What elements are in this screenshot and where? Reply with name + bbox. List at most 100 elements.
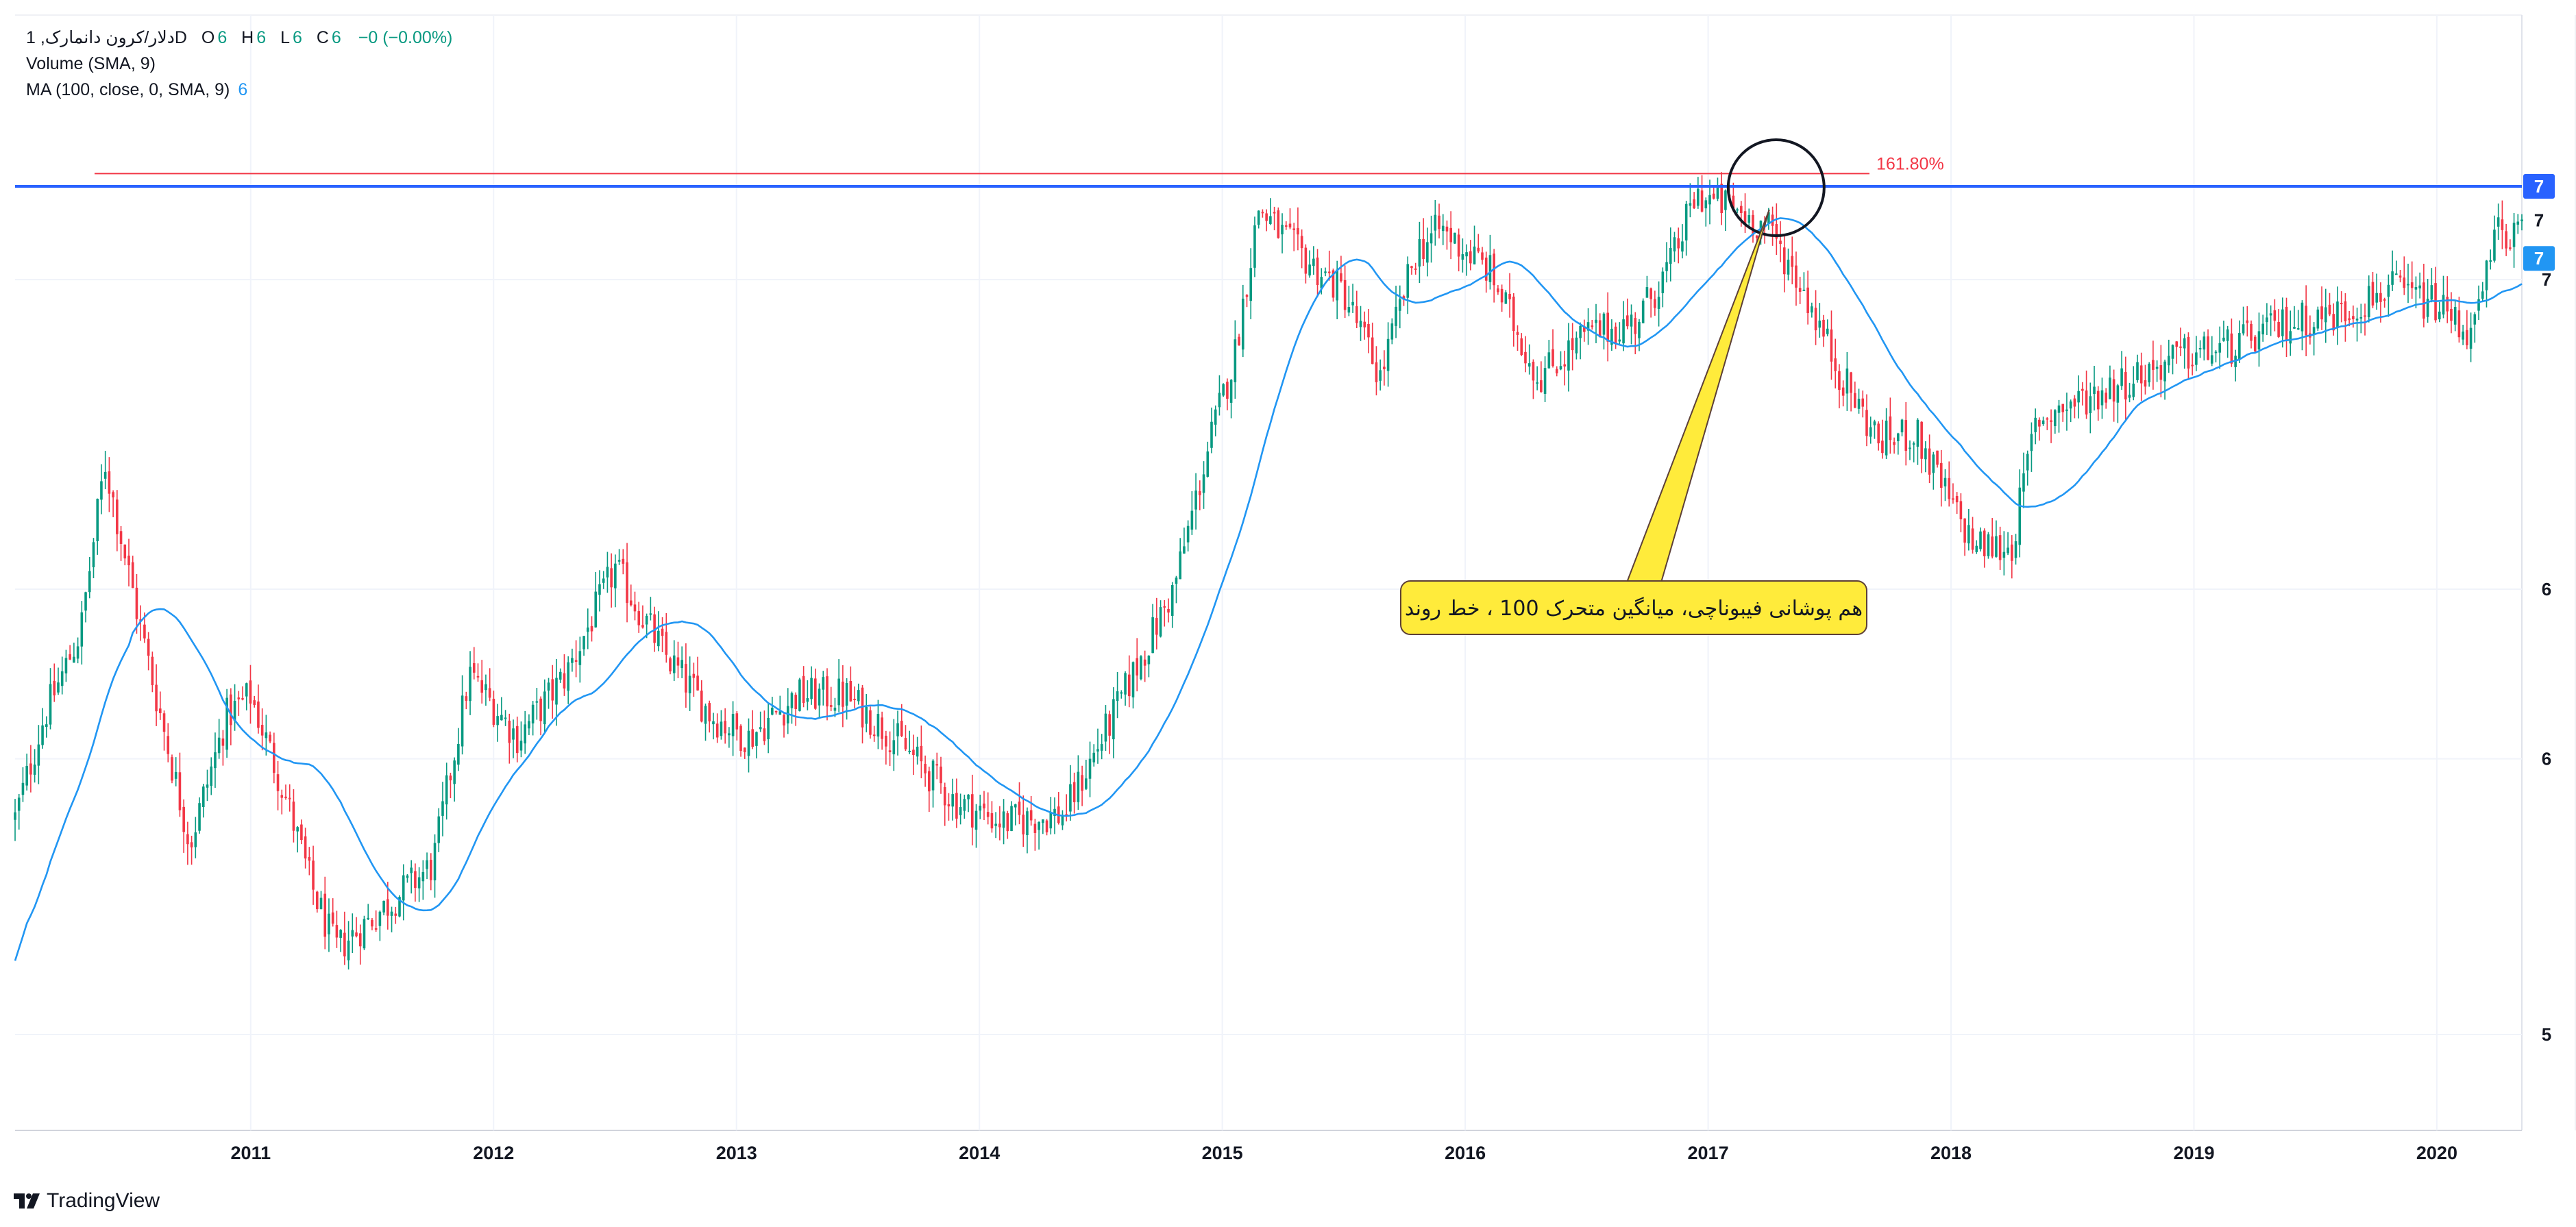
candle-body xyxy=(1932,454,1935,473)
candle-body xyxy=(1131,662,1135,697)
candle-body xyxy=(2093,386,2096,394)
candle-body xyxy=(885,735,887,747)
candle-body xyxy=(421,871,425,882)
candle-body xyxy=(1618,339,1621,342)
candle-body xyxy=(2352,316,2355,320)
candle-body xyxy=(1795,265,1798,288)
candle-body xyxy=(53,680,56,696)
candle-body xyxy=(1269,216,1272,224)
candle-body xyxy=(174,771,177,779)
candle-body xyxy=(430,860,432,880)
candle-body xyxy=(2105,393,2107,403)
candle-body xyxy=(1065,814,1068,816)
candle-body xyxy=(872,734,876,736)
candle-body xyxy=(1943,478,1947,486)
candle-body xyxy=(100,481,103,500)
candle-body xyxy=(108,471,111,494)
candle-body xyxy=(358,933,362,947)
candle-body xyxy=(751,729,755,747)
candle-body xyxy=(661,628,664,636)
candle-body xyxy=(1104,713,1107,742)
candle-body xyxy=(296,827,299,832)
candle-body xyxy=(1830,329,1833,362)
candle-body xyxy=(2112,379,2115,402)
candle-body xyxy=(1889,416,1892,441)
candle-body xyxy=(1457,234,1460,257)
candle-body xyxy=(1351,301,1354,306)
candle-body xyxy=(590,625,593,632)
candle-body xyxy=(1857,399,1861,409)
candle-body xyxy=(2457,310,2461,338)
tradingview-logo[interactable]: TradingView xyxy=(14,1189,160,1213)
candle-body xyxy=(1081,775,1083,791)
candle-body xyxy=(2328,304,2331,314)
candle-body xyxy=(214,752,217,769)
candle-body xyxy=(1740,206,1743,213)
volume-indicator-row[interactable]: Volume (SMA, 9) xyxy=(26,51,462,77)
ma-indicator-row[interactable]: MA (100, close, 0, SMA, 9) 6 xyxy=(26,77,462,103)
candle-body xyxy=(1140,656,1142,680)
close-label: C xyxy=(316,28,329,47)
candle-body xyxy=(519,741,523,751)
candle-body xyxy=(865,706,868,724)
candle-body xyxy=(1811,306,1813,313)
candle-body xyxy=(2246,320,2249,323)
candle-body xyxy=(826,676,829,707)
candle-body xyxy=(759,727,762,730)
symbol-name[interactable]: دلار/کرون دانمارک, 1D xyxy=(26,28,187,47)
candle-body xyxy=(1736,209,1739,211)
candle-body xyxy=(1497,288,1499,293)
candle-body xyxy=(426,860,428,869)
x-tick-label: 2019 xyxy=(2173,1143,2214,1163)
candle-body xyxy=(778,711,782,715)
candle-body xyxy=(685,664,687,693)
candle-body xyxy=(2136,362,2139,380)
candle-body xyxy=(198,803,201,831)
candle-body xyxy=(1371,337,1374,364)
candle-body xyxy=(135,587,138,619)
candle-body xyxy=(1186,525,1190,543)
candle-body xyxy=(171,757,173,781)
candlestick-series xyxy=(14,172,2523,970)
candle-body xyxy=(1053,808,1056,816)
candle-body xyxy=(2242,324,2245,334)
drawings-layer[interactable]: 161.80% هم پوشانی فیبوناچی، میانگین متحرک… xyxy=(15,138,2522,635)
candle-body xyxy=(374,928,378,930)
candle-body xyxy=(453,760,456,784)
candle-body xyxy=(1684,203,1688,240)
time-axis: 2011 2012 2013 2014 2015 2016 2017 2018 2019 2020 xyxy=(231,1143,2457,1163)
x-tick-label: 2020 xyxy=(2416,1143,2457,1163)
candle-body xyxy=(1336,269,1338,301)
candle-body xyxy=(1096,749,1099,752)
candle-body xyxy=(2348,318,2351,321)
volume-indicator-label[interactable]: Volume (SMA, 9) xyxy=(26,54,156,73)
ma-indicator-label[interactable]: MA (100, close, 0, SMA, 9) xyxy=(26,80,230,99)
candle-body xyxy=(555,678,558,705)
candle-body xyxy=(1904,420,1908,451)
candle-body xyxy=(2222,337,2225,341)
candle-body xyxy=(1434,214,1437,231)
candle-body xyxy=(1179,551,1181,580)
candle-body xyxy=(1657,297,1660,309)
candle-body xyxy=(1116,691,1119,702)
candle-body xyxy=(1583,326,1586,332)
candle-body xyxy=(1143,659,1146,666)
candle-body xyxy=(1127,674,1131,697)
candle-body xyxy=(2155,367,2159,369)
candle-body xyxy=(2230,333,2233,364)
candle-body xyxy=(484,684,487,691)
candle-body xyxy=(2414,286,2418,290)
candle-body xyxy=(2344,301,2347,321)
candle-body xyxy=(983,803,985,808)
candle-body xyxy=(1504,292,1508,304)
ma-indicator-value: 6 xyxy=(238,80,248,99)
candle-body xyxy=(123,544,127,559)
candle-body xyxy=(2124,372,2127,400)
candle-body xyxy=(49,684,52,725)
candle-body xyxy=(1292,228,1296,230)
candle-body xyxy=(1500,288,1504,303)
candle-body xyxy=(2253,336,2257,352)
